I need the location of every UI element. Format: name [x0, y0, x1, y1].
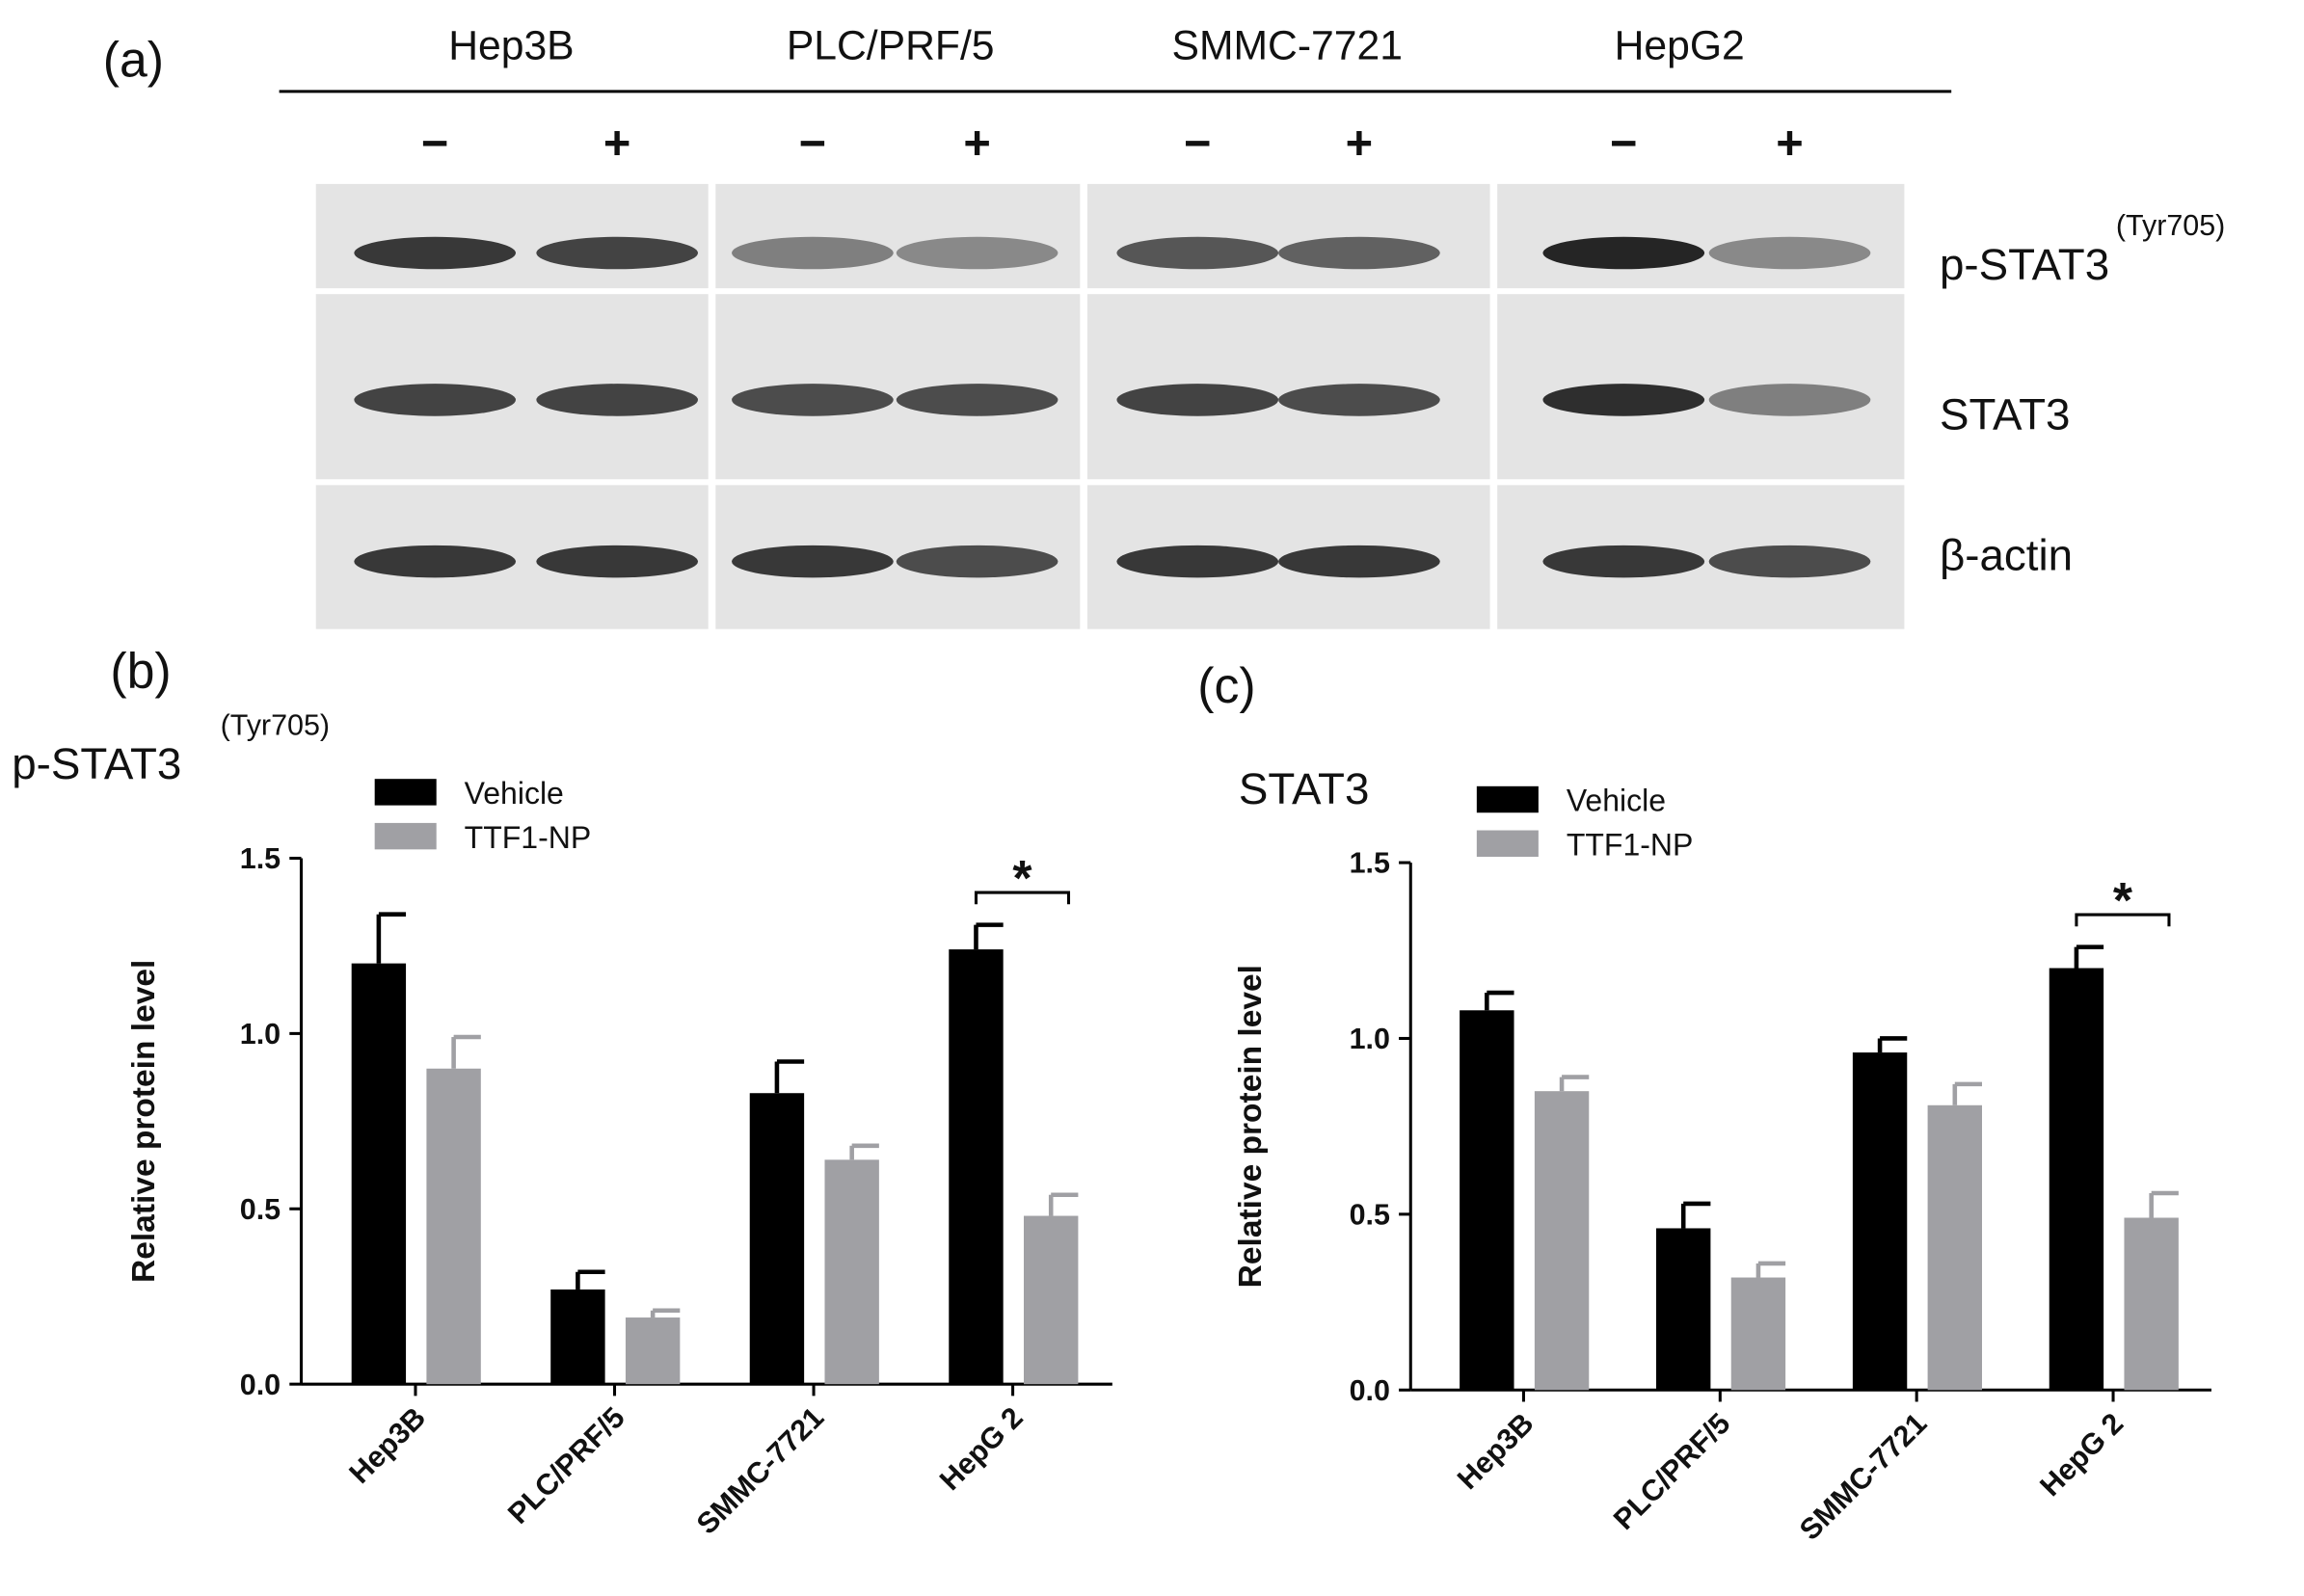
y-tick-label: 0.0 — [1350, 1374, 1390, 1407]
bar — [1534, 1091, 1590, 1391]
legend-label: Vehicle — [1567, 784, 1666, 818]
blot-band — [896, 545, 1058, 578]
treatment-label: − — [421, 118, 448, 170]
treatment-label: + — [963, 118, 990, 170]
bar — [2124, 1217, 2179, 1391]
y-tick-label: 1.5 — [1350, 847, 1390, 880]
bar — [2049, 968, 2104, 1391]
y-tick-label: 0.5 — [240, 1193, 281, 1226]
annotation: * — [2113, 872, 2133, 928]
cell-line-label: SMMC-7721 — [1172, 22, 1403, 68]
bar — [351, 963, 407, 1385]
blot-band — [896, 384, 1058, 416]
treatment-label: − — [799, 118, 826, 170]
blot-band — [1708, 236, 1871, 270]
legend-swatch — [1476, 785, 1539, 813]
blot-band — [536, 236, 699, 270]
blot-band — [354, 236, 517, 270]
blot-band — [1542, 384, 1705, 416]
panel-label: (a) — [103, 32, 164, 88]
y-tick-label: 0.5 — [1350, 1199, 1390, 1232]
treatment-label: − — [1184, 118, 1211, 170]
blot-band — [354, 384, 517, 416]
y-tick-label: 0.0 — [240, 1369, 281, 1401]
bar — [1852, 1052, 1908, 1391]
blot-panel — [1497, 294, 1905, 480]
blot-band — [1278, 236, 1440, 270]
significance-bracket — [2075, 913, 2171, 927]
panel-label: (b) — [110, 643, 171, 699]
blot-panel — [1086, 294, 1490, 480]
blot-band — [732, 545, 894, 578]
blot-panel — [715, 183, 1081, 289]
blot-band — [354, 545, 517, 578]
treatment-label: − — [1610, 118, 1637, 170]
bar — [1730, 1277, 1786, 1391]
bar — [749, 1093, 805, 1385]
chart-title: STAT3 — [1239, 764, 1369, 813]
treatment-label: + — [603, 118, 630, 170]
legend-swatch — [1476, 830, 1539, 857]
blot-band — [1708, 545, 1871, 578]
bar — [1024, 1215, 1079, 1385]
treatment-label: + — [1776, 118, 1803, 170]
y-tick-label: 1.0 — [240, 1018, 281, 1051]
blot-band — [1116, 384, 1279, 416]
significance-bracket — [974, 891, 1071, 905]
cell-line-label: PLC/PRF/5 — [787, 22, 995, 68]
annotation: * — [1012, 850, 1032, 906]
row-label: β-actin — [1940, 531, 2073, 580]
bar — [625, 1317, 681, 1385]
blot-band — [1116, 236, 1279, 270]
blot-band — [896, 236, 1058, 270]
blot-band — [1278, 545, 1440, 578]
legend-swatch — [374, 779, 437, 806]
y-tick-label: 1.5 — [240, 842, 281, 875]
bar — [949, 949, 1004, 1385]
cell-line-label: Hep3B — [448, 22, 574, 68]
blot-band — [1278, 384, 1440, 416]
blot-panel — [1086, 183, 1490, 289]
blot-band — [536, 384, 699, 416]
bar — [426, 1068, 481, 1385]
row-label: p-STAT3 — [1940, 240, 2109, 289]
bar — [1460, 1010, 1514, 1391]
blot-panel — [1497, 183, 1905, 289]
chart-title-superscript: (Tyr705) — [221, 708, 330, 741]
bar — [1656, 1228, 1711, 1391]
blot-band — [1542, 545, 1705, 578]
legend-label: Vehicle — [465, 776, 564, 811]
treatment-label: + — [1346, 118, 1373, 170]
panel-label: (c) — [1197, 657, 1255, 713]
y-tick-label: 1.0 — [1350, 1023, 1390, 1055]
legend-swatch — [374, 822, 437, 850]
row-label-superscript: (Tyr705) — [2116, 209, 2225, 242]
cell-line-label: HepG2 — [1615, 22, 1745, 68]
blot-band — [1708, 384, 1871, 416]
bar — [824, 1159, 879, 1385]
legend-label: TTF1-NP — [465, 820, 592, 855]
y-axis-label: Relative protein level — [126, 960, 162, 1283]
y-axis-label: Relative protein level — [1233, 965, 1269, 1288]
blot-band — [732, 236, 894, 270]
chart-title: p-STAT3 — [12, 739, 181, 788]
blot-panel — [315, 183, 709, 289]
blot-band — [536, 545, 699, 578]
blot-band — [732, 384, 894, 416]
row-label: STAT3 — [1940, 389, 2070, 439]
bar — [550, 1289, 605, 1385]
blot-band — [1116, 545, 1279, 578]
blot-band — [1542, 236, 1705, 270]
bar — [1927, 1104, 1983, 1391]
legend-label: TTF1-NP — [1567, 827, 1694, 862]
